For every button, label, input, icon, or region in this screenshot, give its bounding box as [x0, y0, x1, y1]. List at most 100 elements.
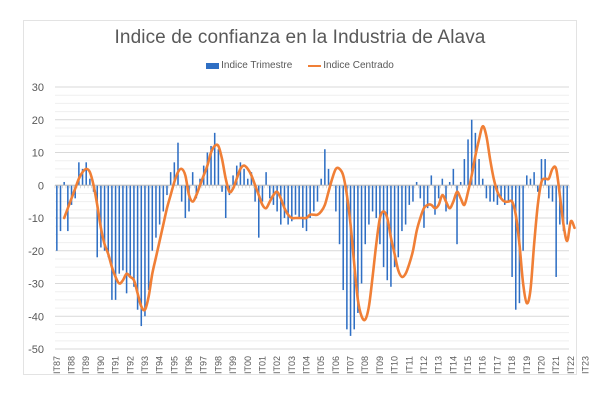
- bar: [269, 185, 271, 199]
- chart-legend: Indice Trimestre Indice Centrado: [0, 60, 600, 71]
- x-tick-label: IT23: [581, 356, 591, 374]
- bar: [158, 185, 161, 225]
- bar: [133, 185, 135, 287]
- bar: [147, 185, 150, 291]
- legend-item-trimestre[interactable]: Indice Trimestre: [206, 60, 292, 71]
- bar: [338, 185, 341, 245]
- x-tick-label: IT20: [536, 356, 546, 374]
- x-tick-label: IT95: [169, 356, 179, 374]
- bar: [555, 185, 557, 277]
- bar: [276, 185, 278, 212]
- bar: [470, 119, 473, 186]
- bar: [85, 162, 87, 186]
- x-tick-label: IT15: [463, 356, 473, 374]
- bar: [544, 159, 546, 186]
- x-tick-label: IT07: [346, 356, 356, 374]
- bar: [291, 185, 293, 222]
- bar: [566, 185, 568, 225]
- legend-label-centrado: Indice Centrado: [323, 60, 394, 71]
- bar: [496, 185, 499, 205]
- x-tick-label: IT88: [67, 356, 77, 374]
- bar: [103, 185, 106, 251]
- bar: [346, 185, 348, 330]
- bar: [327, 168, 330, 186]
- bar: [210, 145, 212, 186]
- bar: [122, 185, 124, 271]
- bar: [191, 172, 194, 186]
- bar: [404, 185, 407, 225]
- x-tick-label: IT00: [243, 356, 253, 374]
- bar: [503, 185, 506, 205]
- bar: [294, 185, 297, 215]
- y-tick-label: -50: [28, 344, 44, 356]
- bar: [456, 185, 458, 245]
- legend-bar-swatch: [206, 62, 220, 69]
- x-tick-label: IT01: [257, 356, 267, 374]
- bar: [349, 185, 352, 336]
- y-tick-label: -20: [28, 246, 44, 258]
- y-tick-label: 20: [32, 115, 44, 127]
- bar: [393, 185, 396, 268]
- bar: [485, 185, 488, 199]
- bar: [507, 185, 510, 202]
- bar: [529, 178, 532, 186]
- legend-line-swatch: [308, 64, 322, 67]
- bar: [415, 181, 418, 186]
- bar: [386, 185, 389, 281]
- x-tick-label: IT09: [375, 356, 385, 374]
- bar: [305, 185, 308, 232]
- bar: [302, 185, 304, 228]
- x-tick-label: IT96: [184, 356, 194, 374]
- x-tick-label: IT16: [478, 356, 488, 374]
- x-tick-label: IT03: [287, 356, 297, 374]
- bar: [151, 185, 154, 251]
- zero-axis: [54, 184, 570, 189]
- bar: [169, 172, 172, 186]
- bar: [441, 178, 444, 186]
- bar: [313, 185, 315, 212]
- bar: [371, 185, 374, 212]
- bar: [360, 185, 363, 284]
- x-tick-label: IT87: [52, 356, 62, 374]
- bar: [478, 159, 480, 186]
- bar: [254, 185, 256, 202]
- y-tick-label: -10: [28, 213, 44, 225]
- x-tick-label: IT99: [228, 356, 238, 374]
- bar: [459, 181, 462, 186]
- x-tick-label: IT98: [213, 356, 223, 374]
- legend-item-centrado[interactable]: Indice Centrado: [308, 60, 394, 71]
- bar: [155, 185, 157, 238]
- bar: [430, 175, 433, 186]
- bar: [324, 149, 326, 186]
- gridlines: [55, 86, 569, 350]
- bar: [166, 185, 168, 196]
- bar: [63, 181, 65, 186]
- x-tick-label: IT17: [492, 356, 502, 374]
- x-tick-label: IT12: [419, 356, 429, 374]
- bar: [316, 185, 319, 202]
- y-tick-label: 30: [32, 82, 44, 94]
- bar: [335, 185, 337, 212]
- bar: [261, 185, 264, 202]
- bar: [56, 185, 58, 251]
- bar: [298, 185, 300, 218]
- x-tick-label: IT06: [331, 356, 341, 374]
- bar: [551, 185, 554, 202]
- bar: [419, 185, 422, 199]
- bar: [397, 185, 400, 258]
- y-axis: 30 20 10 0 -10 -20 -30 -40 -50: [28, 82, 44, 356]
- centrado-line: [62, 125, 576, 322]
- x-tick-label: IT91: [111, 356, 121, 374]
- bar: [537, 185, 539, 192]
- bar: [548, 185, 550, 199]
- bar: [357, 185, 359, 313]
- bar: [382, 185, 385, 268]
- x-tick-label: IT92: [125, 356, 135, 374]
- bar: [426, 185, 429, 209]
- bar: [533, 172, 535, 186]
- bar: [412, 185, 414, 202]
- x-tick-label: IT02: [272, 356, 282, 374]
- bar: [140, 185, 143, 327]
- bar: [114, 185, 117, 300]
- x-tick-label: IT89: [81, 356, 91, 374]
